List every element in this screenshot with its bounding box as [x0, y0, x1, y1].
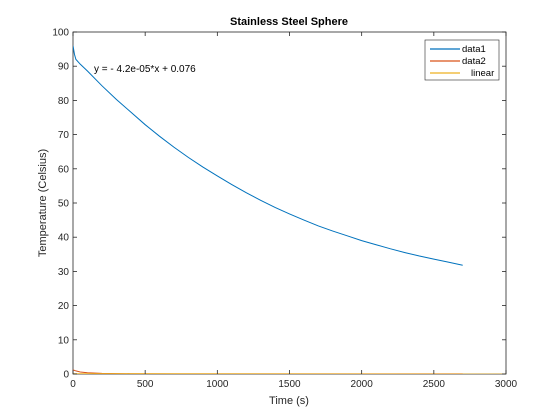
y-tick-label: 40 — [58, 233, 70, 244]
legend-label-linear: linear — [471, 68, 494, 79]
legend-label-data2: data2 — [462, 56, 486, 67]
y-ticks: 0 10 20 30 40 50 60 70 80 90 100 — [52, 28, 506, 381]
x-tick-label: 0 — [70, 379, 76, 390]
y-tick-label: 80 — [58, 96, 70, 107]
x-tick-label: 1500 — [278, 379, 301, 390]
x-tick-label: 1000 — [206, 379, 229, 390]
y-tick-label: 30 — [58, 267, 70, 278]
y-axis-label: Temperature (Celsius) — [37, 149, 49, 257]
x-ticks: 0 500 1000 1500 2000 2500 3000 — [70, 32, 518, 390]
legend-label-data1: data1 — [462, 44, 486, 55]
chart-title: Stainless Steel Sphere — [230, 16, 348, 28]
x-tick-label: 2000 — [351, 379, 374, 390]
fit-equation-annotation: y = - 4.2e-05*x + 0.076 — [94, 64, 196, 75]
x-tick-label: 3000 — [495, 379, 518, 390]
y-tick-label: 20 — [58, 301, 70, 312]
x-axis-label: Time (s) — [269, 395, 309, 407]
x-tick-label: 2500 — [423, 379, 446, 390]
x-tick-label: 500 — [137, 379, 154, 390]
series-line-data1 — [73, 45, 463, 266]
y-tick-label: 0 — [63, 370, 69, 381]
axes-box — [72, 31, 507, 375]
y-tick-label: 10 — [58, 335, 70, 346]
y-tick-label: 100 — [52, 28, 69, 39]
y-tick-label: 70 — [58, 130, 70, 141]
legend: data1 data2 linear — [424, 39, 500, 81]
y-tick-label: 60 — [58, 164, 70, 175]
y-tick-label: 90 — [58, 62, 70, 73]
y-tick-label: 50 — [58, 199, 70, 210]
